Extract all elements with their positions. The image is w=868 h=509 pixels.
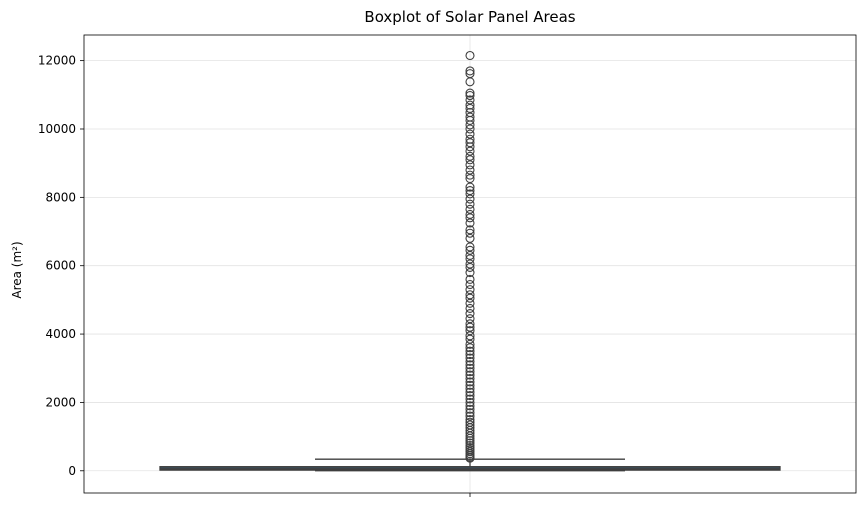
outlier-point bbox=[465, 397, 475, 407]
y-tick-label: 12000 bbox=[38, 54, 76, 68]
outlier-point bbox=[465, 319, 475, 329]
outlier-point bbox=[465, 213, 475, 223]
outlier-point bbox=[465, 279, 475, 290]
plot-area bbox=[159, 50, 781, 472]
axes-frame bbox=[83, 34, 857, 494]
y-axis: 0 2000 4000 6000 8000 10000 12000 bbox=[38, 54, 471, 497]
outlier-point bbox=[465, 142, 475, 152]
outlier-point bbox=[465, 380, 475, 390]
y-tick-label: 2000 bbox=[45, 395, 76, 409]
outlier-point bbox=[465, 404, 475, 414]
outlier-point bbox=[465, 453, 475, 463]
y-tick-label: 4000 bbox=[45, 327, 76, 341]
outlier-point bbox=[465, 436, 475, 446]
y-tick-label: 10000 bbox=[38, 122, 76, 136]
y-tick-label: 0 bbox=[68, 464, 76, 478]
outlier-point bbox=[465, 298, 475, 308]
y-axis-label: Area (m²) bbox=[10, 241, 24, 298]
outlier-point bbox=[465, 124, 475, 134]
outlier-point bbox=[465, 199, 475, 209]
outlier-point bbox=[465, 66, 475, 76]
outlier-point bbox=[465, 411, 475, 421]
outlier-point bbox=[465, 431, 475, 441]
outlier-point bbox=[465, 391, 475, 401]
outlier-point bbox=[465, 218, 475, 228]
outlier-point bbox=[465, 267, 475, 278]
outlier-point bbox=[465, 182, 475, 192]
outlier-point bbox=[465, 433, 475, 443]
outlier-point bbox=[465, 309, 475, 319]
outlier-point bbox=[465, 346, 475, 356]
outlier-point bbox=[465, 384, 475, 394]
outlier-point bbox=[465, 262, 475, 272]
outlier-point bbox=[465, 228, 475, 238]
outlier-point bbox=[465, 408, 475, 418]
outlier-point bbox=[465, 189, 475, 199]
outlier-point bbox=[465, 339, 475, 349]
outlier-point bbox=[465, 343, 475, 353]
outlier-point bbox=[465, 356, 475, 366]
chart-title: Boxplot of Solar Panel Areas bbox=[364, 8, 575, 26]
y-tick-label: 8000 bbox=[45, 190, 76, 204]
outlier-point bbox=[465, 401, 475, 411]
outlier-point bbox=[465, 293, 475, 303]
outlier-point bbox=[465, 363, 475, 373]
outlier-point bbox=[465, 370, 475, 380]
outlier-point bbox=[465, 160, 475, 170]
outlier-point bbox=[465, 353, 475, 363]
outlier-point bbox=[465, 170, 475, 180]
outlier-point bbox=[465, 194, 475, 204]
outlier-point bbox=[465, 377, 475, 387]
outlier-point bbox=[465, 367, 475, 377]
outlier-point bbox=[465, 88, 475, 98]
outlier-point bbox=[465, 394, 475, 404]
outlier-point bbox=[465, 360, 475, 370]
y-tick-label: 6000 bbox=[45, 259, 76, 273]
outlier-point bbox=[465, 120, 475, 130]
outlier-point bbox=[465, 155, 475, 165]
outlier-point bbox=[465, 373, 475, 384]
outlier-point bbox=[465, 274, 475, 284]
outlier-point bbox=[465, 50, 475, 61]
outlier-point bbox=[465, 77, 475, 87]
outlier-point bbox=[465, 303, 475, 313]
outlier-point bbox=[465, 387, 475, 397]
outlier-point bbox=[465, 90, 475, 101]
outlier-point bbox=[465, 350, 475, 360]
